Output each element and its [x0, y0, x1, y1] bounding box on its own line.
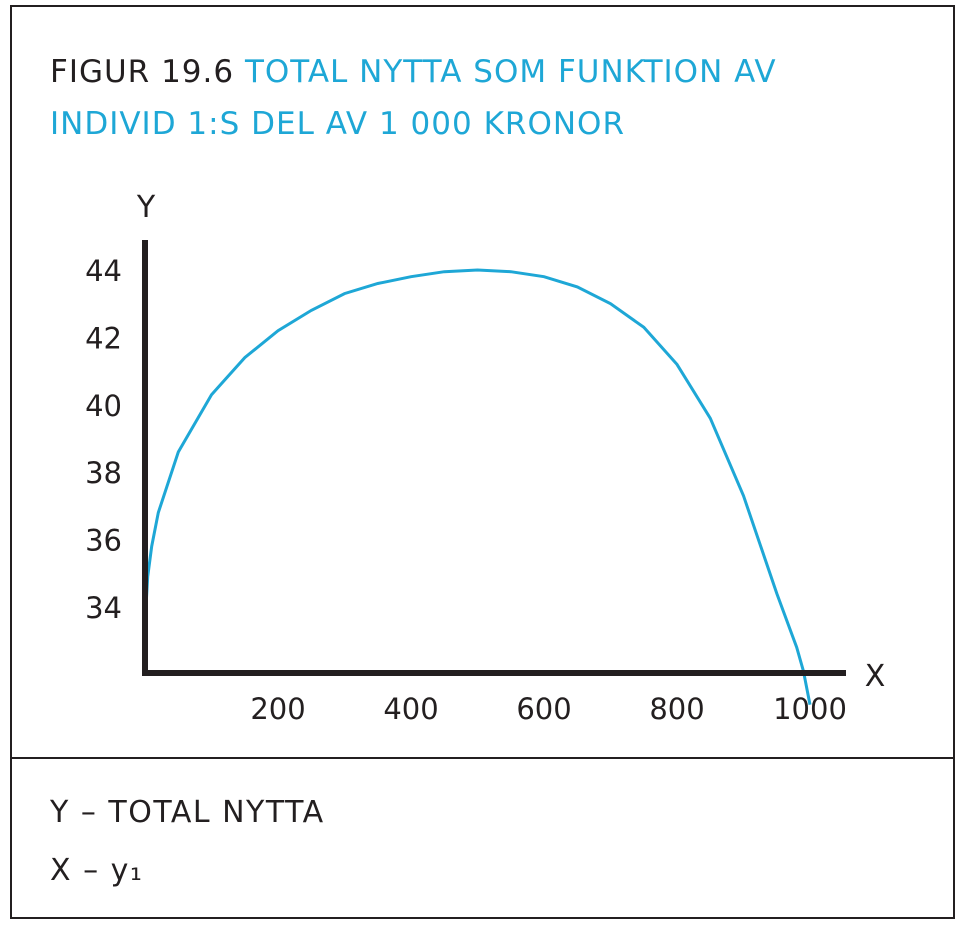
- utility-curve: [143, 268, 812, 705]
- x-tick-labels: 200 400 600 800 1000: [250, 692, 847, 726]
- y-axis-label: Y: [136, 190, 156, 225]
- figure-title-text: TOTAL NYTTA SOM FUNKTION AV INDIVID 1:S …: [50, 54, 777, 142]
- y-tick-label: 44: [85, 254, 122, 288]
- y-tick-label: 42: [85, 321, 122, 355]
- legend-y: Y – TOTAL NYTTA: [50, 795, 325, 830]
- y-tick-label: 38: [85, 456, 122, 490]
- x-axis-label: X: [865, 659, 886, 694]
- y-tick-label: 36: [85, 524, 122, 558]
- figure-title: FIGUR 19.6 TOTAL NYTTA SOM FUNKTION AV I…: [50, 46, 870, 150]
- figure-frame: [10, 5, 955, 919]
- y-tick-labels: 34 36 38 40 42 44: [85, 254, 122, 625]
- legend-x: X – y₁: [50, 853, 144, 888]
- y-tick-label: 40: [85, 389, 122, 423]
- x-tick-label: 200: [250, 692, 305, 726]
- x-tick-label: 400: [383, 692, 438, 726]
- figure-number: FIGUR 19.6: [50, 54, 235, 90]
- x-tick-label: 800: [649, 692, 704, 726]
- y-tick-label: 34: [85, 591, 122, 625]
- x-tick-label: 600: [516, 692, 571, 726]
- legend-divider: [12, 757, 953, 759]
